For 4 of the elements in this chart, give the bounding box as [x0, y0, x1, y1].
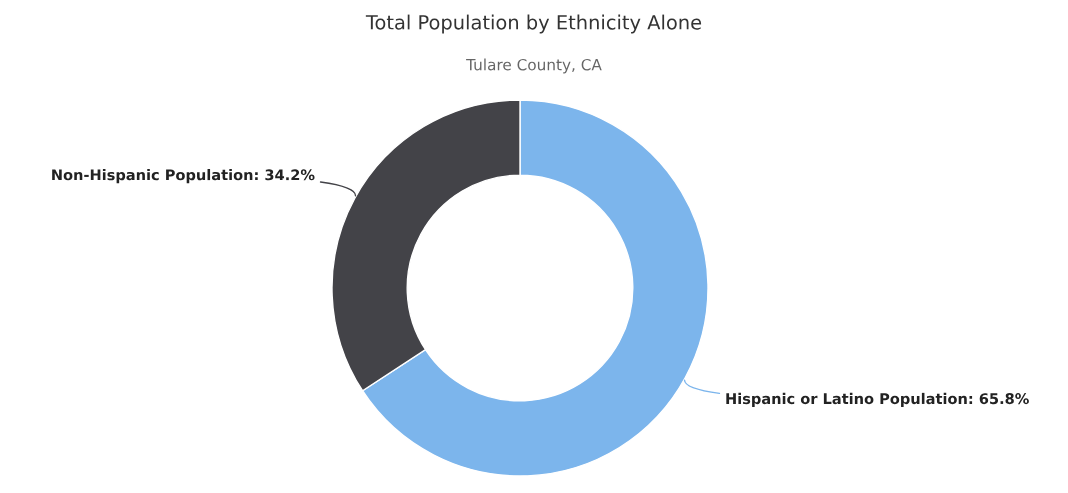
chart-title: Total Population by Ethnicity Alone	[365, 14, 702, 34]
chart-subtitle: Tulare County, CA	[466, 58, 602, 74]
slice-label: Non-Hispanic Population: 34.2%	[52, 169, 315, 184]
slice-label: Hispanic or Latino Population: 65.8%	[726, 392, 1029, 407]
